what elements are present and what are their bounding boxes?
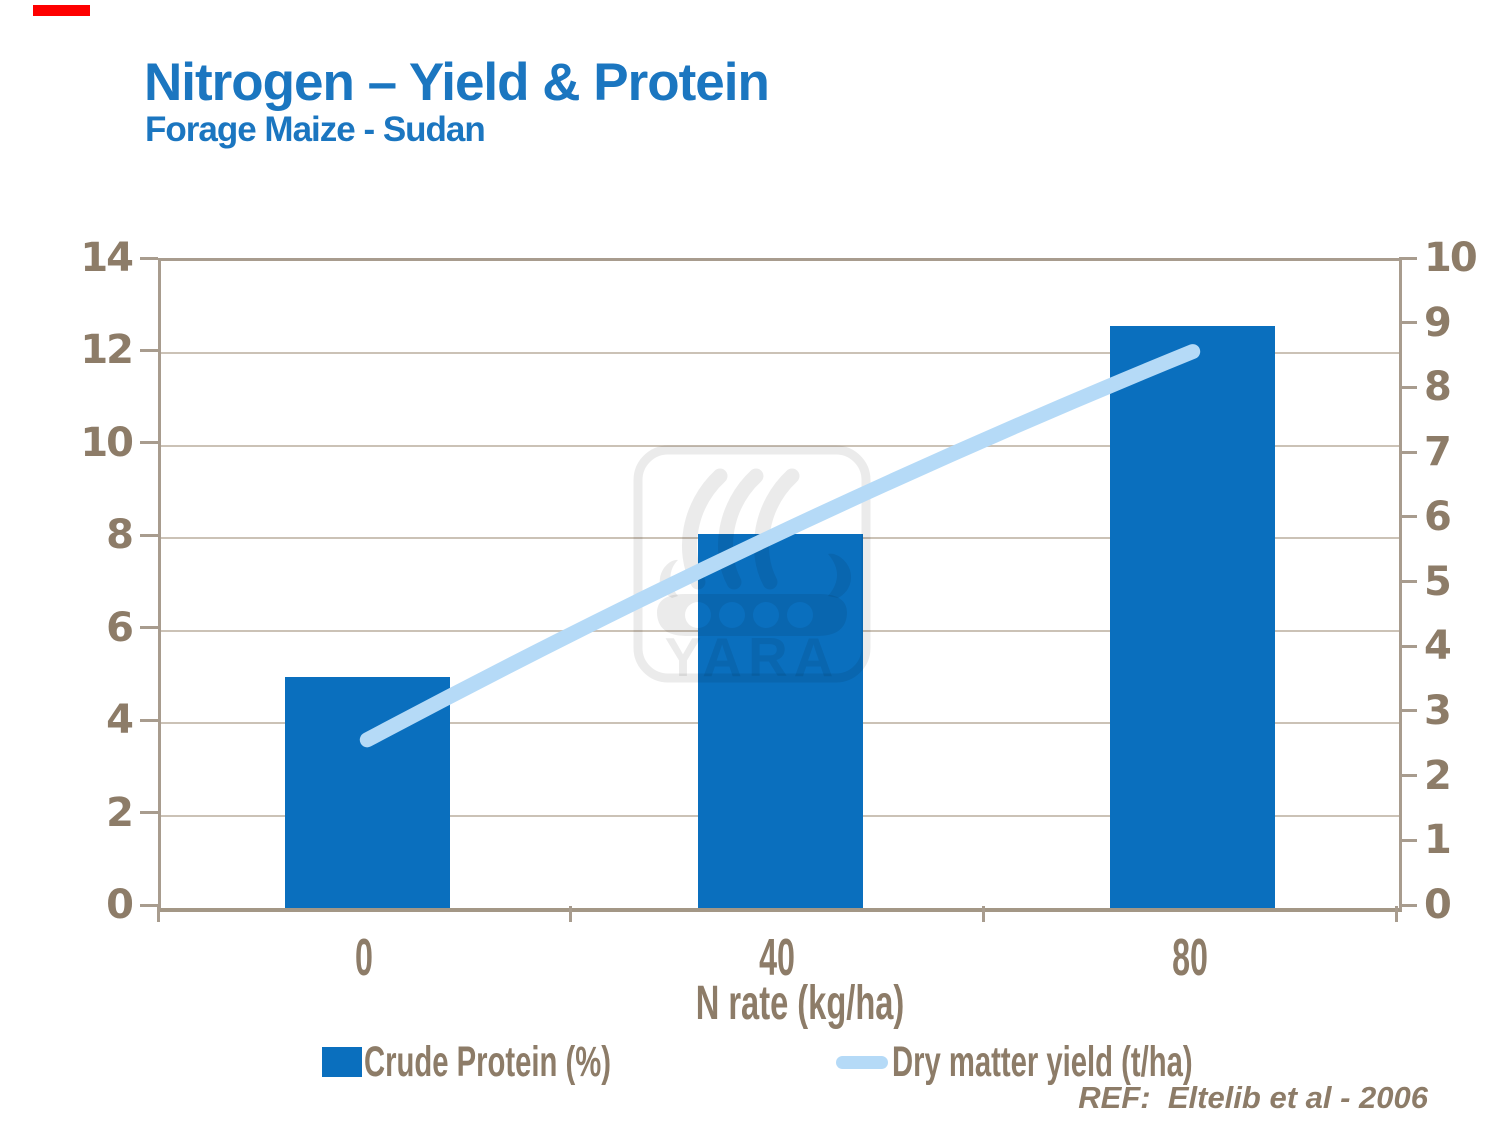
right-axis-tick-mark: [1399, 256, 1417, 260]
right-axis-tick-mark: [1399, 450, 1417, 454]
line-layer: [359, 344, 1201, 748]
left-axis-tick-mark: [140, 533, 158, 537]
legend-item-crude-protein: Crude Protein (%): [322, 1038, 727, 1086]
left-axis-tick-label: 12: [80, 327, 134, 374]
legend-label-crude-protein: Crude Protein (%): [364, 1037, 611, 1086]
x-axis-tick-mark: [156, 906, 160, 922]
dry-matter-yield-line: [359, 344, 1201, 748]
left-axis-tick-label: 0: [106, 882, 134, 928]
left-axis-tick-mark: [140, 626, 158, 630]
left-axis-tick-mark: [140, 903, 158, 907]
x-axis-title: N rate (kg/ha): [695, 977, 905, 1030]
left-axis-tick-label: 8: [106, 512, 134, 559]
right-axis-tick-mark: [1399, 515, 1417, 519]
right-axis-tick-mark: [1399, 644, 1417, 648]
right-axis-tick-mark: [1399, 709, 1417, 713]
right-axis-tick-mark: [1399, 903, 1417, 907]
right-axis-tick-label: 8: [1424, 364, 1452, 411]
left-axis-tick-label: 2: [106, 789, 134, 836]
left-axis-tick-label: 4: [106, 697, 134, 744]
left-axis-tick-label: 6: [106, 604, 134, 651]
plot-area: YARA: [158, 258, 1402, 912]
legend-item-dry-matter-yield: Dry matter yield (t/ha): [836, 1038, 1334, 1086]
right-axis-tick-mark: [1399, 385, 1417, 389]
bar-crude-protein: [697, 533, 863, 908]
yara-watermark: YARA: [633, 445, 871, 684]
x-axis-tick-mark: [1394, 906, 1398, 922]
left-axis-tick-mark: [140, 718, 158, 722]
page-title: Nitrogen – Yield & Protein: [144, 53, 770, 112]
x-axis-tick-label: 0: [355, 929, 374, 987]
x-axis-tick-label: 40: [759, 929, 795, 987]
bar-crude-protein: [1110, 325, 1276, 908]
right-axis-tick-label: 4: [1424, 623, 1452, 670]
left-axis-tick-label: 10: [80, 419, 134, 466]
left-axis-tick-mark: [140, 811, 158, 815]
watermark-text: YARA: [665, 626, 840, 684]
right-axis-tick-label: 10: [1424, 235, 1478, 281]
bar-series-swatch: [322, 1047, 362, 1077]
right-axis-tick-mark: [1399, 580, 1417, 583]
top-left-red-marker: [33, 5, 90, 16]
right-axis-tick-mark: [1399, 838, 1417, 842]
right-axis-tick-mark: [1399, 774, 1417, 778]
right-axis-tick-mark: [1399, 321, 1417, 325]
left-axis-tick-label: 14: [80, 235, 134, 281]
right-axis-tick-label: 1: [1424, 817, 1452, 864]
right-axis-tick-label: 5: [1424, 558, 1452, 605]
left-axis-tick-mark: [140, 256, 158, 260]
left-axis-tick-mark: [140, 441, 158, 445]
watermark-frame: [633, 445, 871, 683]
right-axis-tick-label: 6: [1424, 493, 1452, 540]
right-axis-tick-label: 2: [1424, 752, 1452, 799]
page-subtitle: Forage Maize - Sudan: [145, 110, 486, 149]
right-axis-tick-label: 3: [1424, 687, 1452, 734]
legend-label-dry-matter-yield: Dry matter yield (t/ha): [892, 1037, 1193, 1086]
right-axis-tick-label: 0: [1424, 882, 1452, 928]
right-axis-tick-label: 9: [1424, 299, 1452, 346]
gridline: [161, 352, 1399, 355]
viking-ship-icon: [657, 468, 852, 636]
x-axis-tick-mark: [981, 906, 985, 922]
line-series-swatch: [836, 1055, 888, 1069]
right-axis-tick-label: 7: [1424, 429, 1452, 476]
x-axis-tick-label: 80: [1171, 929, 1208, 987]
x-axis-tick-mark: [569, 906, 573, 922]
reference-text: REF: Eltelib et al - 2006: [1078, 1080, 1428, 1115]
gridline: [161, 444, 1399, 447]
left-axis-tick-mark: [140, 348, 158, 352]
